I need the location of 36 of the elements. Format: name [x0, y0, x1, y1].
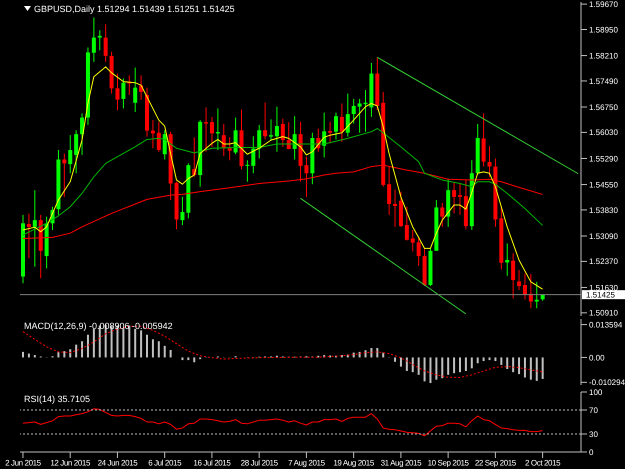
x-tick-label: 7 Aug 2015 [288, 458, 326, 468]
y-tick-label: 1.57490 [589, 76, 618, 86]
x-tick-label: 10 Sep 2015 [428, 458, 470, 468]
y-tick-label: -0.010294 [589, 378, 625, 388]
y-tick-label: 30 [589, 430, 598, 439]
y-tick-label: 1.58950 [589, 25, 618, 34]
y-tick-label: 1.53090 [589, 232, 618, 241]
y-tick-label: 0 [589, 448, 594, 457]
chart-title: MACD(12,26,9) -0.008906 -0.005942 [24, 320, 173, 332]
x-tick-label: 19 Aug 2015 [333, 458, 375, 468]
y-tick-label: 1.51630 [589, 283, 618, 292]
x-tick-label: 24 Jun 2015 [98, 458, 138, 468]
y-tick-label: 0.013594 [589, 320, 623, 330]
chart-title: RSI(14) 35.7105 [24, 393, 90, 405]
chart-title: GBPUSD,Daily 1.51294 1.51439 1.51251 1.51425 [34, 3, 235, 15]
y-tick-label: 0.00 [589, 353, 606, 362]
x-tick-label: 2 Oct 2015 [525, 458, 562, 468]
y-tick-label: 1.59670 [589, 0, 618, 9]
y-tick-label: 1.56750 [589, 102, 618, 112]
y-tick-label: 100 [589, 388, 603, 397]
y-tick-label: 1.53830 [589, 206, 618, 215]
x-tick-label: 12 Jun 2015 [50, 458, 91, 468]
y-tick-label: 1.50910 [589, 308, 618, 318]
y-tick-label: 1.55290 [589, 154, 618, 164]
y-tick-label: 70 [589, 406, 598, 415]
x-tick-label: 6 Jul 2015 [148, 458, 182, 468]
x-tick-label: 28 Jul 2015 [240, 458, 279, 468]
x-tick-label: 2 Jun 2015 [5, 458, 42, 468]
x-tick-label: 31 Aug 2015 [380, 458, 422, 468]
y-tick-label: 1.54550 [589, 180, 618, 190]
x-tick-label: 16 Jul 2015 [193, 458, 232, 468]
y-tick-label: 1.58210 [589, 51, 618, 60]
y-tick-label: 1.56030 [589, 128, 618, 138]
y-tick-label: 1.52370 [589, 257, 618, 266]
x-tick-label: 22 Sep 2015 [474, 458, 517, 468]
ref-line-label: 1.51425 [586, 290, 616, 300]
